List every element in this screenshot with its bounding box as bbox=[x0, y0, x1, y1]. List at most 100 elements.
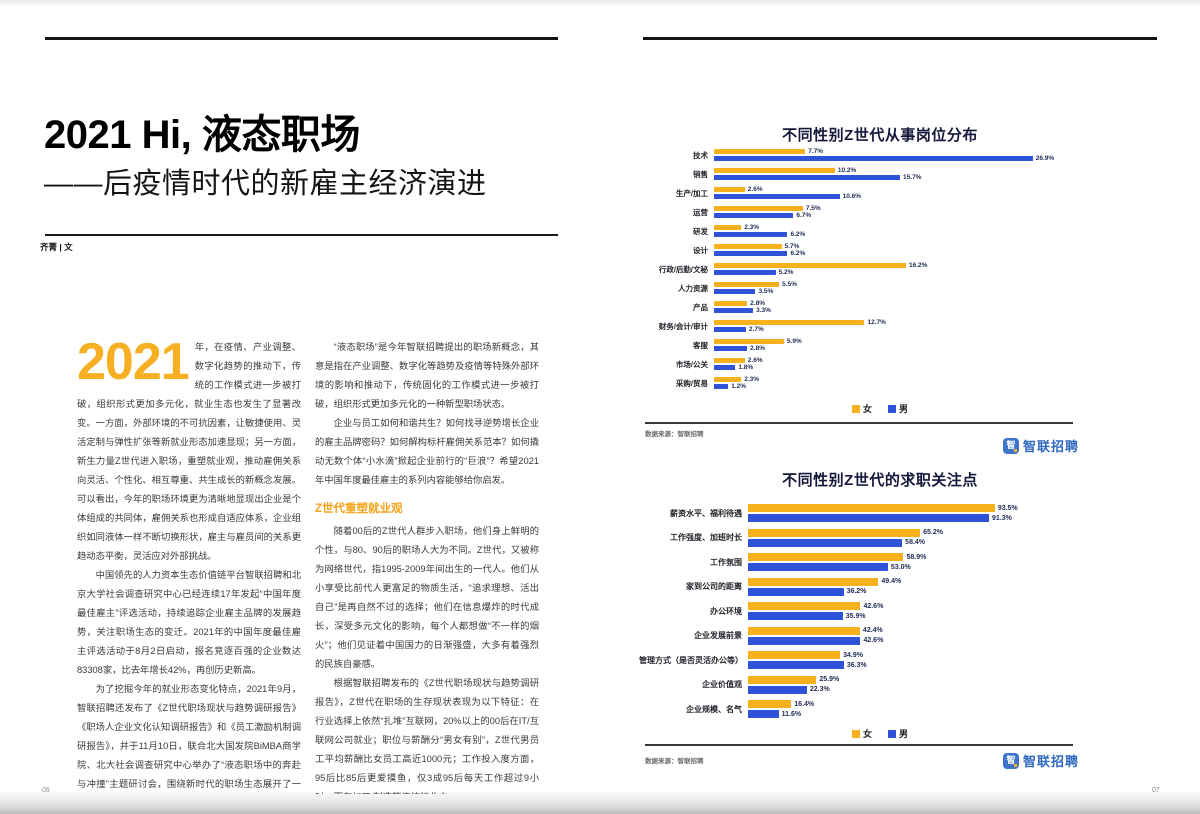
chart2-source: 数据来源：智联招聘 bbox=[645, 758, 704, 765]
value-label: 36.2% bbox=[846, 588, 867, 595]
category-label: 市场/公关 bbox=[675, 359, 708, 369]
male-swatch-icon bbox=[888, 404, 896, 413]
value-label: 58.4% bbox=[905, 539, 926, 546]
value-label: 53.0% bbox=[890, 563, 911, 571]
bar-女 bbox=[748, 528, 921, 537]
bar-男 bbox=[748, 661, 844, 669]
value-label: 91.3% bbox=[992, 514, 1012, 522]
legend-item-male: 男 bbox=[888, 727, 908, 740]
value-label: 58.9% bbox=[906, 553, 927, 561]
zhaopin-logo-text: 智联招聘 bbox=[1023, 754, 1080, 769]
chart-row: 企业价值观 25.9% 22.3% bbox=[639, 675, 1018, 694]
chart-row: 企业规模、名气 16.4% 11.6% bbox=[639, 700, 1018, 718]
paragraph: 中国领先的人力资本生态价值链平台智联招聘和北京大学社会调查研究中心已经连续17年… bbox=[77, 570, 301, 675]
legend-item-female: 女 bbox=[851, 402, 872, 415]
paragraph: 为了挖掘今年的就业形态变化特点，2021年9月，智联招聘还发布了《Z世代职场现状… bbox=[77, 684, 301, 789]
bar-女 bbox=[714, 263, 906, 268]
legend-item-male: 男 bbox=[888, 402, 908, 415]
bar-女 bbox=[748, 626, 860, 635]
value-label: 65.2% bbox=[923, 529, 943, 536]
value-label: 5.2% bbox=[778, 269, 794, 276]
bar-男 bbox=[714, 289, 756, 294]
category-label: 办公环境 bbox=[710, 606, 742, 616]
chart2-job-seeking-concerns: 薪资水平、福利待遇 93.5% 91.3% 工作强度、加班时长 65.2% 58.4% 工作… bbox=[639, 504, 1018, 725]
zhaopin-logo-text: 智联招聘 bbox=[1023, 439, 1080, 454]
chart-row: 市场/公关 2.6% 1.8% bbox=[638, 357, 1054, 371]
paragraph: 随着00后的Z世代人群步入职场，他们身上鲜明的个性，与80、90后的职场人大为不… bbox=[315, 526, 539, 669]
value-label: 26.9% bbox=[1035, 155, 1055, 162]
chart1-title: 不同性别Z世代从事岗位分布 bbox=[782, 127, 978, 144]
category-label: 薪资水平、福利待遇 bbox=[670, 508, 742, 518]
chart-row: 财务/会计/审计 12.7% 2.7% bbox=[638, 319, 1054, 333]
value-label: 3.5% bbox=[758, 288, 774, 295]
chart-row: 薪资水平、福利待遇 93.5% 91.3% bbox=[639, 504, 1018, 522]
chart-row: 行政/后勤/文秘 16.2% 5.2% bbox=[638, 262, 1054, 276]
category-label: 采购/贸易 bbox=[675, 378, 708, 388]
bar-男 bbox=[714, 327, 746, 332]
bar-女 bbox=[748, 651, 841, 659]
chart-row: 研发 2.3% 6.2% bbox=[638, 224, 1054, 238]
value-label: 2.3% bbox=[744, 376, 760, 383]
value-label: 2.3% bbox=[744, 224, 760, 231]
bar-男 bbox=[714, 251, 788, 256]
value-label: 2.8% bbox=[750, 345, 765, 352]
chart-row: 工作强度、加班时长 65.2% 58.4% bbox=[639, 528, 1018, 547]
value-label: 6.2% bbox=[790, 250, 806, 257]
bar-女 bbox=[714, 244, 782, 249]
value-label: 10.6% bbox=[842, 193, 862, 200]
bar-男 bbox=[714, 156, 1033, 161]
chart2-title: 不同性别Z世代的求职关注点 bbox=[782, 472, 978, 489]
category-label: 人力资源 bbox=[678, 283, 708, 293]
chart-row: 家到公司的距离 49.4% 36.2% bbox=[639, 577, 1018, 596]
category-label: 企业规模、名气 bbox=[686, 704, 742, 714]
value-label: 2.7% bbox=[748, 326, 764, 333]
value-label: 2.6% bbox=[747, 357, 763, 364]
value-label: 10.2% bbox=[837, 167, 857, 174]
chart1-gender-job-distribution: 技术 7.7% 26.9% 销售 10.2% 15.7% 生产/加工 2.6% 10.6% 运营 7… bbox=[638, 148, 1055, 396]
value-label: 2.6% bbox=[747, 186, 763, 193]
byline: 齐菁 | 文 bbox=[40, 242, 73, 252]
category-label: 研发 bbox=[693, 226, 708, 236]
bar-男 bbox=[748, 685, 807, 694]
zhaopin-logo-icon: 智 bbox=[1003, 437, 1019, 454]
divider bbox=[645, 744, 1073, 746]
bar-男 bbox=[714, 384, 729, 389]
value-label: 3.3% bbox=[756, 307, 771, 314]
bar-女 bbox=[714, 282, 780, 287]
value-label: 49.4% bbox=[881, 578, 902, 585]
section-heading: Z世代重塑就业观 bbox=[315, 503, 403, 515]
category-label: 行政/后勤/文秘 bbox=[658, 264, 708, 274]
bar-男 bbox=[714, 232, 788, 237]
legend-label: 男 bbox=[899, 729, 909, 739]
bar-男 bbox=[748, 538, 903, 547]
paragraph: 根据智联招聘发布的《Z世代职场现状与趋势调研报告》，Z世代在职场的生存现状表现为… bbox=[315, 678, 539, 794]
bar-女 bbox=[714, 168, 835, 173]
bar-男 bbox=[714, 365, 736, 370]
page-number-right: 07 bbox=[1152, 787, 1160, 794]
zhaopin-logo: 智 智联招聘 bbox=[1003, 436, 1079, 455]
chart2-legend: 女 男 bbox=[645, 727, 1115, 740]
value-label: 42.6% bbox=[863, 602, 884, 610]
logo-glyph: 智 bbox=[1006, 440, 1016, 450]
value-label: 1.2% bbox=[731, 383, 747, 390]
category-label: 工作氛围 bbox=[710, 557, 742, 567]
paragraph: 企业与员工如何和谐共生？如何找寻逆势增长企业的雇主品牌密码？如何解构标杆雇佣关系… bbox=[315, 418, 539, 485]
value-label: 11.6% bbox=[781, 710, 802, 718]
chart-row: 生产/加工 2.6% 10.6% bbox=[638, 186, 1054, 200]
bar-男 bbox=[714, 346, 748, 351]
bar-女 bbox=[748, 553, 904, 561]
article-subtitle: ——后疫情时代的新雇主经济演进 bbox=[44, 168, 487, 200]
chart-row: 技术 7.7% 26.9% bbox=[638, 148, 1055, 162]
value-label: 42.4% bbox=[862, 627, 883, 634]
value-label: 5.5% bbox=[782, 281, 797, 288]
chart-row: 产品 2.8% 3.3% bbox=[638, 300, 1054, 314]
bar-女 bbox=[748, 504, 995, 512]
category-label: 生产/加工 bbox=[675, 188, 708, 198]
chart-row: 办公环境 42.6% 35.9% bbox=[639, 602, 1018, 620]
value-label: 93.5% bbox=[997, 504, 1018, 512]
category-label: 家到公司的距离 bbox=[686, 582, 742, 591]
divider bbox=[645, 422, 1073, 424]
bar-女 bbox=[714, 301, 748, 306]
bar-男 bbox=[748, 636, 861, 645]
value-label: 2.8% bbox=[750, 300, 765, 307]
